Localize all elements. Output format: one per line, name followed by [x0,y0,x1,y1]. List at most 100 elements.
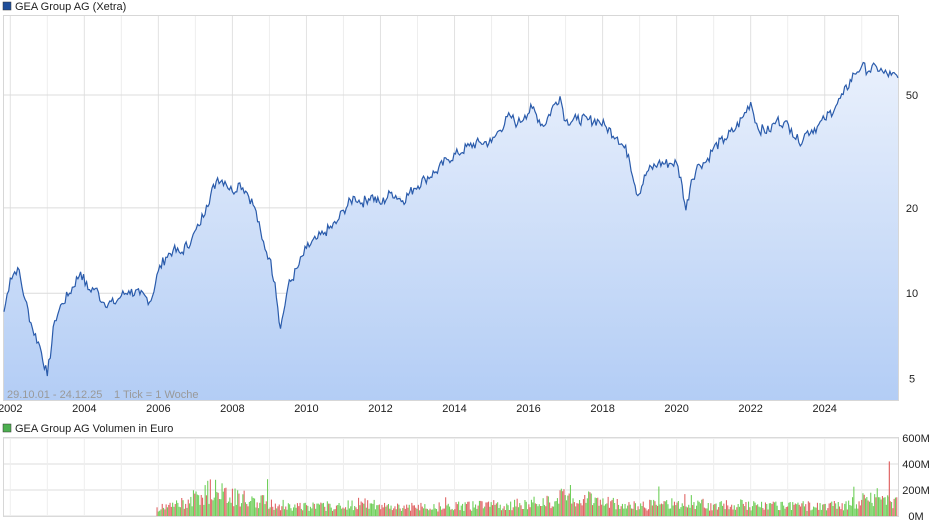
volume-bar [521,509,523,516]
volume-bar [433,504,435,516]
volume-bar [220,499,222,516]
volume-bar [363,503,365,516]
volume-bar [179,507,181,516]
volume-bar [165,504,167,516]
volume-bar [750,510,752,516]
volume-bar [268,508,270,516]
volume-bar [330,507,332,516]
volume-bar [160,509,162,516]
volume-bar [205,495,207,516]
volume-bar [386,505,388,516]
volume-bar [350,506,352,516]
volume-bar [441,509,443,516]
volume-bar [377,505,379,516]
volume-legend-swatch [2,423,12,433]
volume-bar [685,506,687,516]
volume-bar [861,499,863,516]
price-y-ticks: 5 10 20 50 [906,90,918,386]
volume-bar [185,503,187,516]
volume-bar [399,508,401,516]
volume-bar [640,503,642,516]
volume-bar [449,506,451,516]
volume-bar [446,505,448,516]
volume-bar [319,504,321,516]
volume-bar [204,485,206,516]
volume-bar [248,501,250,516]
volume-bar [619,508,621,516]
volume-bar [814,507,816,516]
volume-bar [781,501,783,516]
volume-bar [615,509,617,516]
volume-bar [169,502,171,516]
volume-bar [241,503,243,516]
volume-bar [896,497,898,516]
volume-bar [736,507,738,516]
volume-bar [718,507,720,516]
volume-bar [373,499,375,516]
volume-bar [187,499,189,516]
volume-bar [412,505,414,516]
volume-bar [510,501,512,516]
volume-bar [339,505,341,516]
volume-bar [893,498,895,516]
volume-bar [883,497,885,516]
volume-bar [828,503,830,516]
volume-bar [295,507,297,516]
volume-bar [798,504,800,516]
volume-bar [837,502,839,516]
volume-bar [709,510,711,516]
volume-bar [202,497,204,516]
volume-bar [360,501,362,516]
volume-bar [822,504,824,516]
volume-bar [885,504,887,516]
volume-bar [478,500,480,516]
volume-bar [707,503,709,516]
volume-bar [806,510,808,516]
volume-bar [779,510,781,516]
volume-bar [472,501,474,516]
volume-bar [836,508,838,516]
volume-bar [894,497,896,516]
volume-bar [382,507,384,516]
volume-bar [690,495,692,516]
volume-bar [688,504,690,516]
volume-bar [595,498,597,516]
volume-bar [714,504,716,516]
volume-bar [215,479,217,516]
volume-bar [684,494,686,516]
volume-bar [579,500,581,516]
volume-bar [826,510,828,516]
volume-bar [594,497,596,516]
volume-bar [759,507,761,516]
volume-bar [735,509,737,516]
volume-bar [302,510,304,516]
volume-bar [299,502,301,516]
volume-bar [644,507,646,516]
volume-bar [660,503,662,516]
volume-bar [341,508,343,516]
volume-bar [282,499,284,516]
volume-bar [732,509,734,516]
volume-bar [166,507,168,516]
volume-bar [586,498,588,516]
volume-bar [485,502,487,516]
volume-bar [701,499,703,516]
volume-bar [728,509,730,516]
volume-bar [269,507,271,516]
volume-bar [438,502,440,516]
volume-bar [813,506,815,516]
volume-bar [309,506,311,516]
volume-bar [238,493,240,516]
volume-bar [186,507,188,516]
volume-bar [853,486,855,516]
volume-bar [827,508,829,516]
volume-bar [601,504,603,516]
volume-bar [672,505,674,516]
volume-bar [768,503,770,516]
volume-chart-title: GEA Group AG Volumen in Euro [15,423,173,435]
volume-bar [543,504,545,516]
volume-bar [267,479,269,516]
volume-bar [525,501,527,516]
volume-bar [680,507,682,516]
